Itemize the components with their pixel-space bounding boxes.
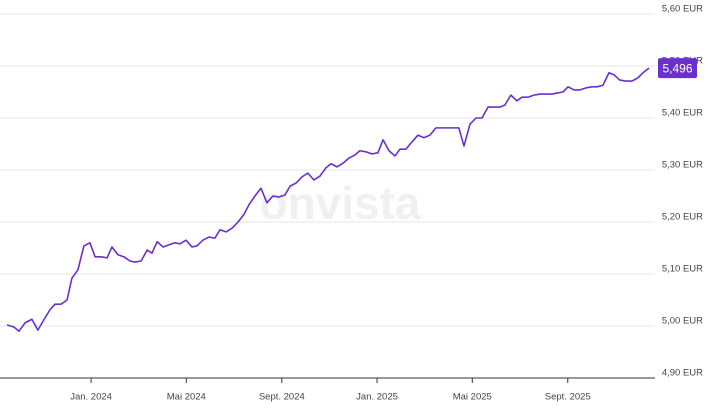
y-tick-label: 5,00 EUR xyxy=(662,316,703,327)
x-tick-label: Mai 2025 xyxy=(453,392,492,403)
watermark: onvista xyxy=(259,177,420,229)
price-badge xyxy=(658,58,697,79)
price-badge-label: 5,496 xyxy=(662,61,692,75)
y-tick-label: 5,30 EUR xyxy=(662,160,703,171)
y-tick-label: 5,10 EUR xyxy=(662,264,703,275)
y-tick-label: 5,20 EUR xyxy=(662,212,703,223)
x-tick-label: Jan. 2025 xyxy=(356,392,398,403)
x-tick-label: Sept. 2024 xyxy=(259,392,305,403)
x-tick-label: Sept. 2025 xyxy=(545,392,591,403)
y-tick-label: 5,40 EUR xyxy=(662,108,703,119)
price-line xyxy=(6,67,650,332)
x-tick-label: Mai 2024 xyxy=(167,392,206,403)
x-tick-label: Jan. 2024 xyxy=(70,392,112,403)
y-tick-label: 4,90 EUR xyxy=(662,368,703,379)
y-tick-label: 5,60 EUR xyxy=(662,4,703,15)
